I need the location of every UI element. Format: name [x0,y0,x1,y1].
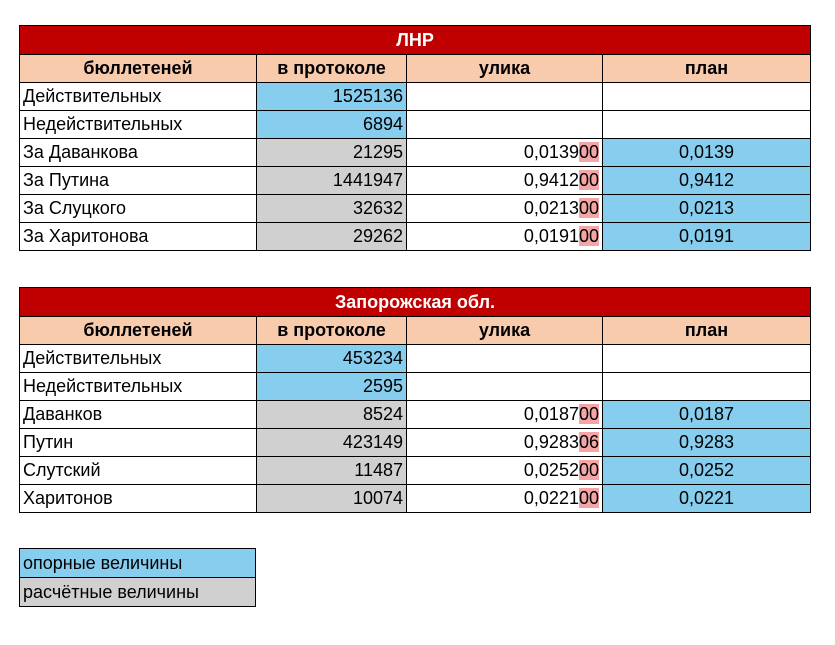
protocol-cell[interactable]: 1441947 [256,166,407,195]
row-label[interactable]: За Путина [19,166,257,195]
row-label[interactable]: Харитонов [19,484,257,513]
legend-calculated[interactable]: расчётные величины [19,577,256,607]
zaporozhye-table: Запорожская обл. бюллетеней в протоколе … [18,287,812,513]
evidence-cell[interactable]: 0,013900 [406,138,603,167]
evidence-cell[interactable] [406,372,603,401]
evidence-cell[interactable]: 0,941200 [406,166,603,195]
evidence-value: 0,0213 [523,198,579,218]
row-label[interactable]: За Харитонова [19,222,257,251]
row-label[interactable]: Действительных [19,344,257,373]
evidence-highlight: 00 [578,198,599,218]
row-label[interactable]: Путин [19,428,257,457]
plan-cell[interactable] [601,110,812,139]
protocol-cell[interactable]: 423149 [256,428,407,457]
table-row: За Путина 1441947 0,941200 0,9412 [19,166,812,195]
protocol-cell[interactable]: 21295 [256,138,407,167]
row-label[interactable]: Слутский [19,456,257,485]
plan-cell[interactable]: 0,0191 [601,222,812,251]
evidence-value: 0,9283 [523,432,579,452]
legend: опорные величины расчётные величины [19,548,256,607]
evidence-cell[interactable]: 0,021300 [406,194,603,223]
plan-cell[interactable]: 0,0221 [601,484,812,513]
plan-cell[interactable]: 0,9412 [601,166,812,195]
evidence-highlight: 00 [578,170,599,190]
plan-cell[interactable] [601,344,812,373]
table-row: Путин 423149 0,928306 0,9283 [19,428,812,457]
evidence-cell[interactable]: 0,019100 [406,222,603,251]
table-row: За Даванкова 21295 0,013900 0,0139 [19,138,812,167]
evidence-highlight: 00 [578,460,599,480]
protocol-cell[interactable]: 2595 [256,372,407,401]
table-row: Харитонов 10074 0,022100 0,0221 [19,484,812,513]
table-title[interactable]: Запорожская обл. [18,287,812,317]
evidence-value: 0,0191 [523,226,579,246]
header-plan[interactable]: план [601,54,812,83]
evidence-highlight: 00 [578,488,599,508]
evidence-cell[interactable] [406,344,603,373]
protocol-cell[interactable]: 1525136 [256,82,407,111]
protocol-cell[interactable]: 32632 [256,194,407,223]
protocol-cell[interactable]: 29262 [256,222,407,251]
protocol-cell[interactable]: 11487 [256,456,407,485]
header-plan[interactable]: план [601,316,812,345]
evidence-cell[interactable] [406,110,603,139]
table-row: Недействительных 2595 [19,372,812,401]
evidence-value: 0,0187 [523,404,579,424]
legend-reference[interactable]: опорные величины [19,548,256,578]
row-label[interactable]: Недействительных [19,110,257,139]
plan-cell[interactable]: 0,0187 [601,400,812,429]
row-label[interactable]: Недействительных [19,372,257,401]
evidence-cell[interactable]: 0,025200 [406,456,603,485]
table-row: Недействительных 6894 [19,110,812,139]
protocol-cell[interactable]: 8524 [256,400,407,429]
plan-cell[interactable]: 0,0213 [601,194,812,223]
evidence-cell[interactable]: 0,018700 [406,400,603,429]
row-label[interactable]: Действительных [19,82,257,111]
table-row: Действительных 453234 [19,344,812,373]
evidence-value: 0,0139 [523,142,579,162]
table-row: За Слуцкого 32632 0,021300 0,0213 [19,194,812,223]
evidence-highlight: 00 [578,226,599,246]
protocol-cell[interactable]: 453234 [256,344,407,373]
header-evidence[interactable]: улика [406,54,603,83]
header-ballots[interactable]: бюллетеней [19,316,257,345]
evidence-highlight: 00 [578,404,599,424]
plan-cell[interactable] [601,82,812,111]
header-protocol[interactable]: в протоколе [256,316,407,345]
row-label[interactable]: Даванков [19,400,257,429]
table-row: Слутский 11487 0,025200 0,0252 [19,456,812,485]
evidence-value: 0,0252 [523,460,579,480]
plan-cell[interactable]: 0,0139 [601,138,812,167]
plan-cell[interactable] [601,372,812,401]
evidence-cell[interactable] [406,82,603,111]
evidence-cell[interactable]: 0,928306 [406,428,603,457]
protocol-cell[interactable]: 6894 [256,110,407,139]
evidence-highlight: 00 [578,142,599,162]
table-row: Даванков 8524 0,018700 0,0187 [19,400,812,429]
table-title[interactable]: ЛНР [18,25,812,55]
evidence-highlight: 06 [578,432,599,452]
header-protocol[interactable]: в протоколе [256,54,407,83]
header-ballots[interactable]: бюллетеней [19,54,257,83]
plan-cell[interactable]: 0,9283 [601,428,812,457]
header-evidence[interactable]: улика [406,316,603,345]
plan-cell[interactable]: 0,0252 [601,456,812,485]
table-row: Действительных 1525136 [19,82,812,111]
row-label[interactable]: За Слуцкого [19,194,257,223]
evidence-value: 0,9412 [523,170,579,190]
evidence-cell[interactable]: 0,022100 [406,484,603,513]
evidence-value: 0,0221 [523,488,579,508]
table-row: За Харитонова 29262 0,019100 0,0191 [19,222,812,251]
lnr-table: ЛНР бюллетеней в протоколе улика план Де… [18,25,812,251]
protocol-cell[interactable]: 10074 [256,484,407,513]
row-label[interactable]: За Даванкова [19,138,257,167]
